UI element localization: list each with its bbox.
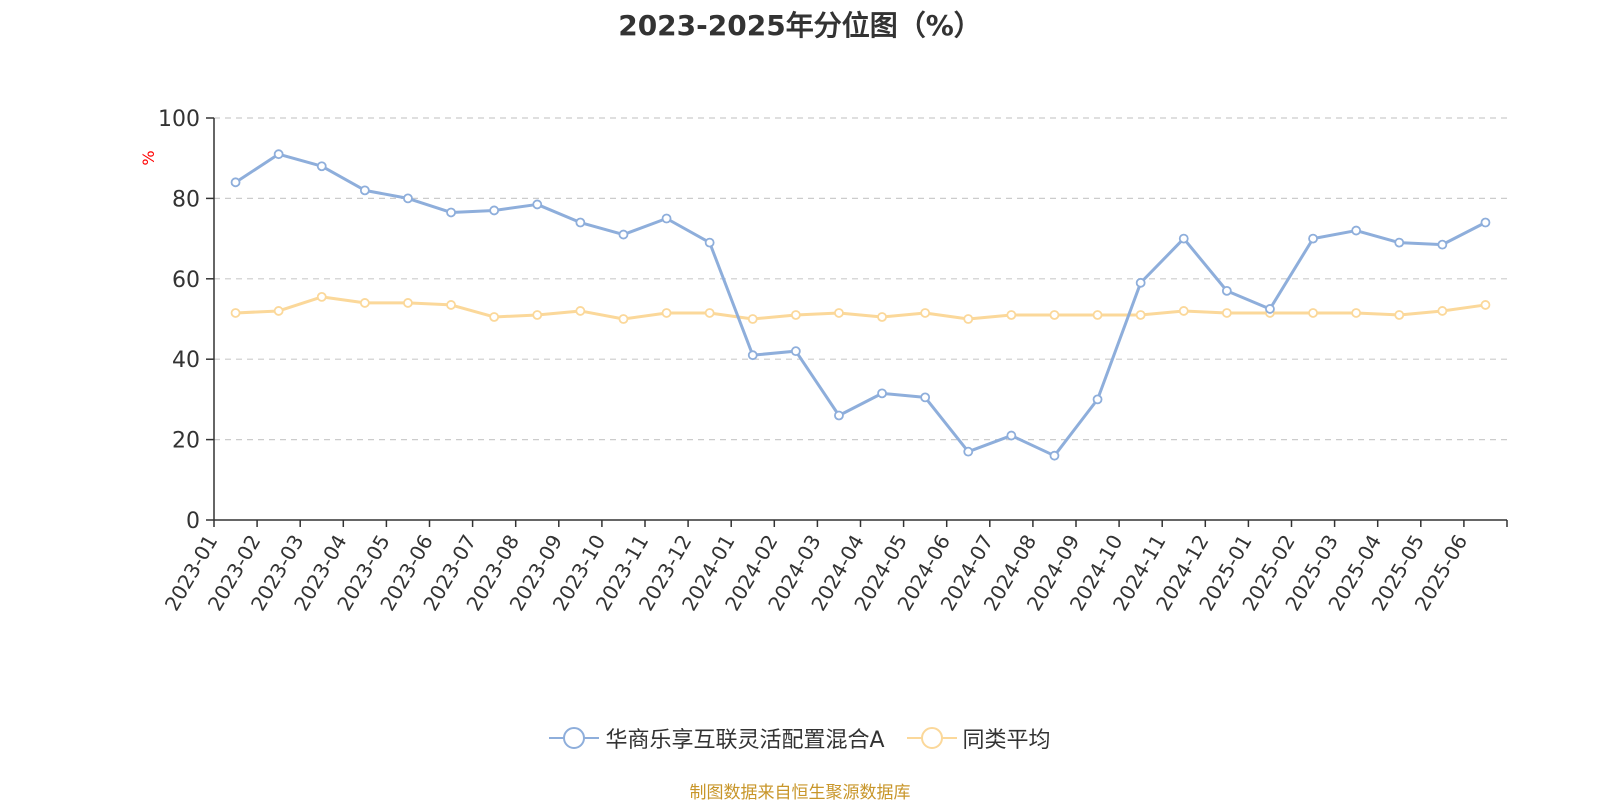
data-point [273, 149, 284, 160]
data-point [1351, 308, 1362, 318]
data-point [1092, 394, 1103, 405]
data-point [1049, 450, 1060, 461]
data-point [1006, 310, 1017, 320]
data-point [1092, 310, 1103, 320]
legend-label-average: 同类平均 [962, 728, 1051, 753]
data-point [1178, 306, 1189, 316]
data-point [877, 312, 887, 322]
tick-labels: 0204060801002023-012023-022023-032023-04… [158, 107, 1472, 615]
data-point [359, 298, 370, 308]
data-point [532, 310, 543, 320]
data-point [489, 205, 500, 216]
data-point [834, 308, 844, 318]
data-point [1135, 277, 1146, 288]
data-point [575, 306, 586, 316]
series-line [235, 295, 1486, 321]
data-point [1308, 233, 1318, 244]
data-point [661, 308, 672, 318]
data-point [230, 308, 241, 318]
data-point [316, 161, 327, 172]
data-point [704, 237, 715, 248]
y-tick-label: 100 [158, 107, 200, 132]
data-point [834, 410, 844, 421]
series-fund [230, 149, 1491, 461]
chart-title: 2023-2025年分位图（%） [618, 9, 982, 42]
series-lines [230, 149, 1491, 461]
y-tick-label: 60 [172, 268, 200, 293]
legend-swatch-average [906, 726, 957, 750]
data-point [1394, 237, 1405, 248]
data-point [747, 314, 758, 324]
series-line [234, 152, 1487, 458]
data-point [704, 308, 715, 318]
data-point [661, 213, 672, 224]
data-point [747, 350, 758, 361]
data-point [1135, 310, 1146, 320]
y-axis-label: % [139, 150, 158, 165]
data-point [790, 346, 801, 357]
data-point [1480, 300, 1491, 310]
data-point [359, 185, 370, 196]
data-point [877, 388, 887, 399]
data-point [1178, 233, 1189, 244]
legend-item-average[interactable]: 同类平均 [906, 722, 1051, 754]
data-point [920, 308, 931, 318]
data-point [1480, 217, 1491, 228]
data-point [230, 177, 241, 188]
y-tick-label: 20 [172, 429, 200, 454]
data-point [575, 217, 586, 228]
y-tick-label: 0 [186, 509, 200, 534]
data-point [273, 306, 284, 316]
data-point [489, 312, 500, 322]
data-point [790, 310, 801, 320]
data-point [1437, 306, 1448, 316]
data-point [1394, 310, 1405, 320]
legend: 华商乐享互联灵活配置混合A 同类平均 [0, 722, 1600, 754]
y-tick-label: 40 [172, 348, 200, 373]
data-point [403, 193, 413, 204]
data-point [446, 207, 456, 218]
grid-lines [214, 117, 1507, 441]
data-source-note: 制图数据来自恒生聚源数据库 [689, 783, 911, 803]
data-point [920, 392, 931, 403]
y-tick-label: 80 [172, 187, 200, 212]
data-point [1006, 430, 1017, 441]
legend-label-fund: 华商乐享互联灵活配置混合A [605, 728, 885, 753]
data-point [963, 314, 974, 324]
series-average [230, 291, 1491, 324]
data-point [532, 199, 543, 210]
data-point [1351, 225, 1362, 236]
data-point [963, 446, 974, 457]
legend-swatch-fund [549, 726, 600, 750]
data-point [1221, 285, 1232, 296]
data-point [1049, 310, 1060, 320]
data-point [1308, 308, 1318, 318]
data-point [403, 298, 413, 308]
legend-item-fund[interactable]: 华商乐享互联灵活配置混合A [549, 722, 885, 754]
data-point [618, 229, 629, 240]
data-point [316, 291, 327, 302]
data-point [618, 314, 629, 324]
data-point [446, 300, 456, 310]
data-point [1265, 304, 1275, 314]
data-point [1437, 239, 1448, 250]
data-point [1221, 308, 1232, 318]
axes [206, 117, 1508, 527]
